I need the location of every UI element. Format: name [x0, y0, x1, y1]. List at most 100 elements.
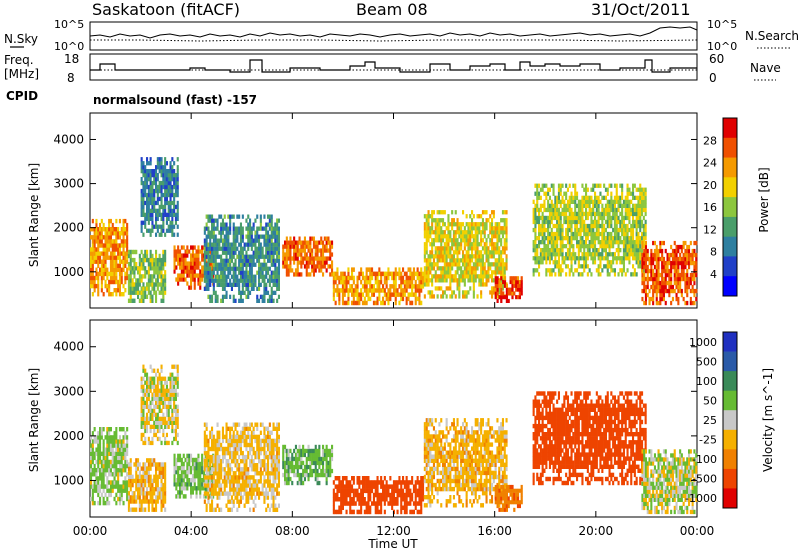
- heatmap-cell: [155, 503, 158, 508]
- heatmap-cell: [104, 472, 107, 477]
- heatmap-cell: [230, 282, 233, 287]
- heatmap-cell: [176, 216, 179, 221]
- heatmap-cell: [545, 191, 548, 196]
- heatmap-cell: [142, 400, 145, 405]
- heatmap-cell: [472, 246, 475, 251]
- heatmap-cell: [622, 240, 625, 245]
- heatmap-cell: [303, 264, 306, 269]
- heatmap-cell: [131, 286, 134, 291]
- heatmap-cell: [471, 226, 474, 231]
- heatmap-cell: [229, 270, 232, 275]
- heatmap-cell: [671, 260, 674, 266]
- heatmap-cell: [481, 266, 484, 271]
- heatmap-cell: [165, 173, 168, 178]
- heatmap-cell: [469, 246, 472, 251]
- heatmap-cell: [268, 250, 271, 255]
- heatmap-cell: [570, 231, 573, 237]
- heatmap-cell: [686, 292, 689, 298]
- heatmap-cell: [574, 203, 577, 208]
- heatmap-cell: [469, 278, 472, 283]
- heatmap-cell: [403, 284, 406, 289]
- heatmap-cell: [151, 298, 154, 303]
- heatmap-cell: [99, 235, 102, 240]
- heatmap-cell: [427, 218, 430, 223]
- heatmap-cell: [639, 223, 642, 229]
- heatmap-cell: [184, 249, 187, 254]
- heatmap-cell: [142, 482, 145, 488]
- heatmap-cell: [383, 271, 386, 277]
- heatmap-cell: [221, 266, 224, 271]
- heatmap-cell: [559, 191, 562, 196]
- heatmap-cell: [102, 259, 105, 264]
- heatmap-cell: [270, 238, 273, 243]
- heatmap-cell: [445, 250, 448, 255]
- heatmap-cell: [140, 424, 143, 429]
- heatmap-cell: [133, 495, 136, 500]
- heatmap-cell: [165, 220, 168, 225]
- heatmap-cell: [423, 278, 426, 283]
- heatmap-cell: [382, 300, 385, 306]
- heatmap-cell: [108, 439, 111, 444]
- heatmap-cell: [548, 236, 551, 241]
- heatmap-cell: [221, 270, 224, 275]
- heatmap-cell: [376, 271, 379, 277]
- heatmap-cell: [124, 484, 127, 489]
- heatmap-cell: [293, 244, 296, 249]
- heatmap-cell: [127, 274, 130, 279]
- heatmap-cell: [190, 269, 193, 274]
- heatmap-cell: [190, 265, 193, 270]
- heatmap-cell: [432, 218, 435, 223]
- heatmap-cell: [586, 199, 589, 204]
- heatmap-cell: [267, 290, 270, 295]
- heatmap-cell: [216, 282, 219, 287]
- heatmap-cell: [268, 222, 271, 227]
- heatmap-cell: [93, 451, 96, 456]
- heatmap-cell: [610, 203, 613, 208]
- heatmap-cell: [626, 268, 629, 273]
- heatmap-cell: [156, 192, 159, 198]
- heatmap-cell: [149, 200, 152, 206]
- heatmap-cell: [619, 203, 622, 208]
- heatmap-cell: [109, 239, 112, 244]
- heatmap-cell: [438, 210, 441, 215]
- heatmap-cell: [563, 199, 566, 204]
- heatmap-cell: [438, 246, 441, 251]
- heatmap-cell: [234, 250, 237, 255]
- heatmap-cell: [588, 248, 591, 253]
- heatmap-cell: [445, 286, 448, 291]
- heatmap-cell: [307, 272, 310, 277]
- heatmap-cell: [442, 230, 445, 235]
- heatmap-cell: [93, 283, 96, 289]
- heatmap-cell: [147, 196, 150, 202]
- heatmap-cell: [429, 258, 432, 263]
- heatmap-cell: [146, 282, 149, 287]
- heatmap-cell: [258, 274, 261, 279]
- heatmap-cell: [117, 459, 120, 465]
- heatmap-cell: [615, 248, 618, 253]
- heatmap-cell: [452, 218, 455, 223]
- heatmap-cell: [440, 270, 443, 275]
- heatmap-cell: [532, 256, 535, 261]
- heatmap-cell: [581, 203, 584, 208]
- heatmap-cell: [104, 271, 107, 277]
- heatmap-cell: [135, 495, 138, 500]
- heatmap-cell: [476, 294, 479, 299]
- heatmap-cell: [162, 298, 165, 303]
- heatmap-cell: [140, 478, 143, 484]
- heatmap-cell: [111, 267, 114, 272]
- heatmap-cell: [99, 435, 102, 440]
- heatmap-cell: [394, 275, 397, 281]
- heatmap-cell: [472, 294, 475, 299]
- heatmap-cell: [594, 244, 597, 249]
- heatmap-cell: [641, 248, 644, 253]
- heatmap-cell: [387, 296, 390, 302]
- heatmap-cell: [108, 468, 111, 473]
- heatmap-cell: [95, 472, 98, 477]
- heatmap-cell: [630, 252, 633, 257]
- heatmap-cell: [351, 275, 354, 281]
- heatmap-cell: [509, 291, 512, 296]
- heatmap-cell: [274, 262, 277, 267]
- heatmap-cell: [144, 436, 147, 442]
- heatmap-cell: [250, 278, 253, 283]
- heatmap-cell: [545, 227, 548, 233]
